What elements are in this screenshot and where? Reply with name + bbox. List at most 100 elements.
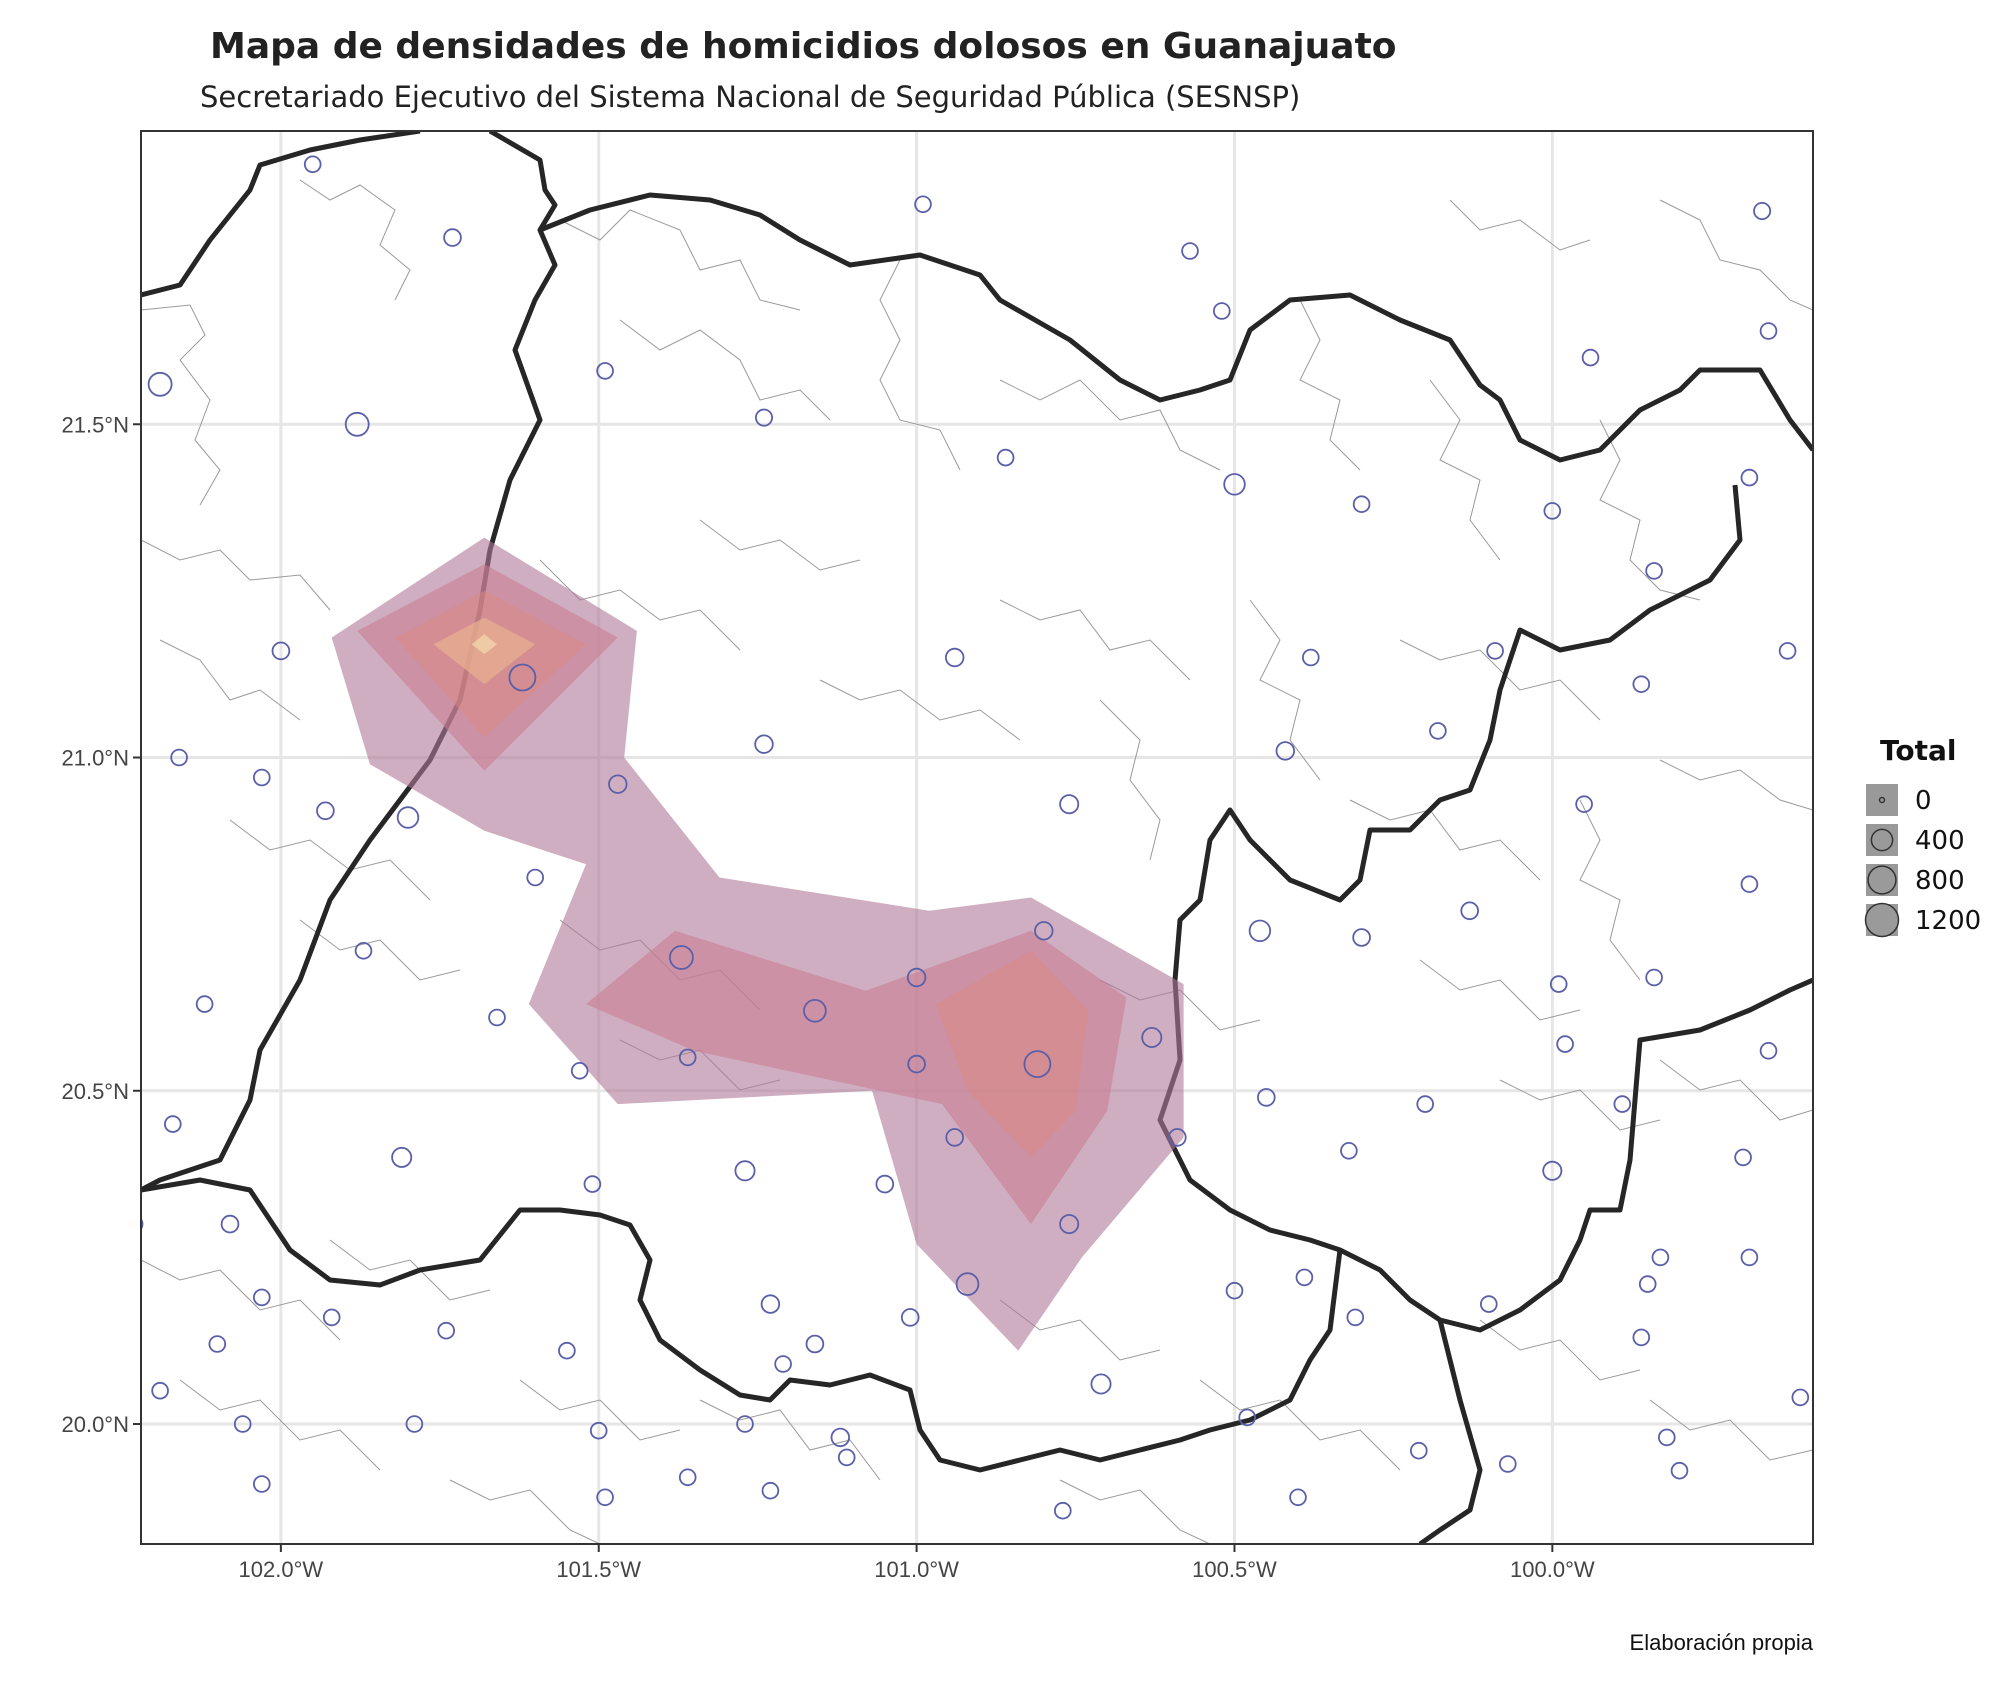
municipality-point xyxy=(669,945,694,970)
municipality-point xyxy=(252,1288,271,1307)
municipality-point xyxy=(837,1448,856,1467)
municipality-point xyxy=(1632,675,1651,693)
municipality-point xyxy=(396,806,420,829)
municipality-point xyxy=(252,768,271,787)
municipal-boundary-line xyxy=(879,259,961,471)
municipality-point xyxy=(526,868,544,887)
municipality-point xyxy=(316,801,335,821)
municipality-point xyxy=(1023,1050,1052,1078)
municipality-point xyxy=(1257,1088,1276,1107)
municipal-boundary-line xyxy=(699,519,861,571)
municipality-point xyxy=(678,1468,697,1487)
municipality-point xyxy=(803,998,827,1023)
municipal-boundary-line xyxy=(1299,299,1361,471)
municipality-point xyxy=(774,1355,792,1373)
municipality-point xyxy=(1295,1268,1314,1287)
municipal-boundary-line xyxy=(141,304,221,506)
municipality-point xyxy=(754,734,774,754)
legend-label: 400 xyxy=(1915,826,1965,856)
municipality-point xyxy=(1759,322,1778,340)
municipality-point xyxy=(596,1488,614,1507)
x-tick-label: 102.0°W xyxy=(239,1557,324,1582)
density-layer xyxy=(331,537,1184,1351)
municipal-boundary-line xyxy=(229,819,431,901)
y-axis: 21.5°N 21.0°N 20.5°N 20.0°N xyxy=(61,412,141,1437)
municipality-point xyxy=(443,228,462,247)
municipality-point xyxy=(945,1128,964,1147)
municipality-point xyxy=(195,995,214,1013)
municipality-point xyxy=(734,1160,756,1182)
municipal-boundary-line xyxy=(819,679,1021,741)
points-layer xyxy=(141,155,1810,1520)
municipality-point xyxy=(1248,919,1272,943)
municipal-boundary-line xyxy=(449,1479,601,1544)
y-tick-label: 21.0°N xyxy=(61,746,129,771)
municipal-boundary-line xyxy=(1099,699,1161,861)
legend-key-circle xyxy=(1870,828,1894,852)
caption: Elaboración propia xyxy=(1629,1630,1813,1655)
state-boundary-north xyxy=(539,192,1813,463)
municipality-point xyxy=(1416,1095,1434,1113)
municipal-boundary-line xyxy=(999,599,1191,681)
municipality-point xyxy=(1429,722,1447,740)
municipality-point xyxy=(1480,1295,1498,1313)
municipality-point xyxy=(830,1427,851,1448)
state-boundary-south xyxy=(141,1177,1343,1473)
municipality-point xyxy=(1632,1328,1651,1347)
municipality-point xyxy=(1225,1281,1244,1300)
y-tick-label: 20.5°N xyxy=(61,1079,129,1104)
municipality-point xyxy=(1141,1027,1163,1049)
municipal-boundary-line xyxy=(1659,759,1813,811)
municipality-point xyxy=(608,774,628,794)
municipality-point xyxy=(805,1334,825,1354)
municipality-point xyxy=(955,1272,980,1296)
density-contour-level-3 xyxy=(935,950,1089,1158)
municipality-point xyxy=(1168,1128,1187,1147)
municipality-point xyxy=(252,1475,271,1493)
municipality-point xyxy=(233,1415,252,1433)
municipality-point xyxy=(1499,1455,1517,1473)
municipal-boundary-line xyxy=(1449,199,1591,251)
municipality-point xyxy=(1645,562,1663,580)
legend-key-circle xyxy=(1864,902,1900,938)
municipal-boundary-line xyxy=(1349,799,1541,881)
municipality-point xyxy=(589,1421,608,1440)
municipality-point xyxy=(1645,968,1663,987)
municipality-point xyxy=(914,195,932,214)
municipal-boundary-line xyxy=(1659,1059,1813,1121)
municipality-point xyxy=(1753,201,1772,220)
municipality-point xyxy=(1059,1214,1080,1235)
municipality-point xyxy=(1223,473,1246,496)
municipality-point xyxy=(170,748,188,767)
legend-label: 0 xyxy=(1915,786,1932,816)
municipality-point xyxy=(1352,495,1371,514)
municipal-boundary-line xyxy=(1399,639,1601,721)
municipality-point xyxy=(1346,1308,1365,1327)
municipal-boundary-line xyxy=(519,1379,681,1441)
municipality-point xyxy=(151,1381,169,1400)
municipality-point xyxy=(1275,741,1296,761)
municipality-point xyxy=(583,1175,602,1193)
legend-label: 1200 xyxy=(1915,906,1981,936)
municipal-boundary-line xyxy=(141,1259,341,1341)
legend-key-circle xyxy=(1878,796,1886,804)
municipality-point xyxy=(1556,1035,1574,1053)
municipality-point xyxy=(945,647,965,668)
municipality-point xyxy=(1740,1248,1759,1267)
municipal-boundary-line xyxy=(329,1239,491,1301)
municipal-boundary-line xyxy=(159,639,301,721)
municipality-point xyxy=(1791,1388,1810,1407)
x-tick-label: 100.0°W xyxy=(1510,1557,1595,1582)
municipality-point xyxy=(164,1115,182,1133)
municipality-point xyxy=(1181,242,1199,260)
municipality-point xyxy=(1289,1488,1307,1507)
municipality-point xyxy=(1740,468,1759,487)
municipal-boundary-line xyxy=(999,379,1221,471)
municipality-point xyxy=(1581,348,1600,367)
municipality-point xyxy=(1543,502,1562,520)
municipality-point xyxy=(141,1218,144,1231)
municipality-point xyxy=(1651,1248,1670,1267)
municipal-boundary-line xyxy=(1419,959,1581,1021)
municipal-boundary-line xyxy=(1249,599,1321,781)
